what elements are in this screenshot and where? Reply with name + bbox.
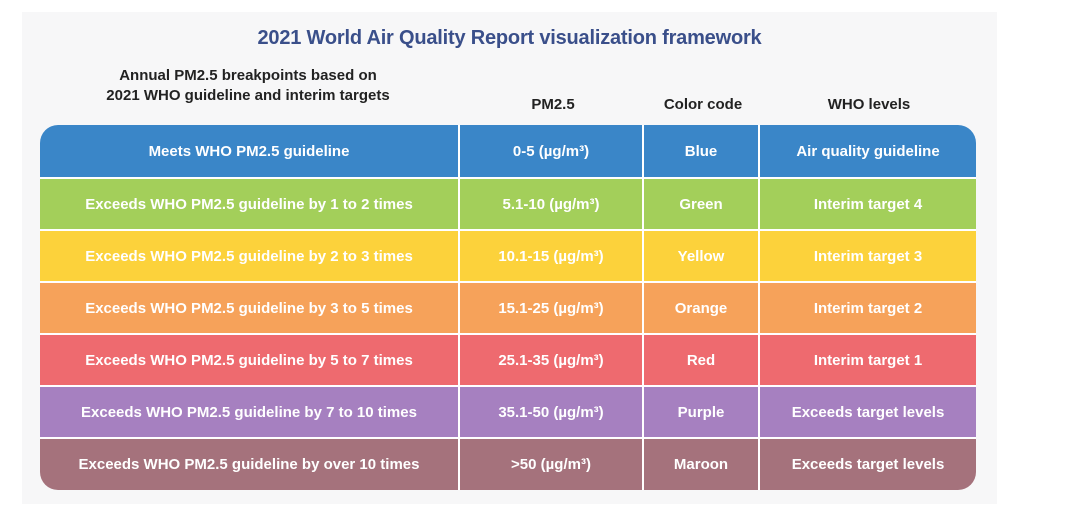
table-row: Exceeds WHO PM2.5 guideline by 1 to 2 ti… [40, 177, 976, 229]
row-description: Exceeds WHO PM2.5 guideline by 5 to 7 ti… [40, 335, 460, 385]
row-who-level: Exceeds target levels [791, 456, 945, 473]
row-description: Exceeds WHO PM2.5 guideline by 3 to 5 ti… [40, 283, 460, 333]
row-pm25-range: 15.1-25 (µg/m³) [460, 283, 644, 333]
row-description: Exceeds WHO PM2.5 guideline by 7 to 10 t… [40, 387, 460, 437]
row-color-name: Blue [644, 125, 760, 177]
row-description: Meets WHO PM2.5 guideline [40, 125, 460, 177]
row-pm25-range: 0-5 (µg/m³) [460, 125, 644, 177]
row-who-level: Air quality guideline [796, 142, 940, 160]
row-pm25-range: 10.1-15 (µg/m³) [460, 231, 644, 281]
column-header-pm25: PM2.5 [531, 96, 575, 113]
row-color-name: Green [644, 179, 760, 229]
row-color-name: Red [644, 335, 760, 385]
row-who-level: Interim target 1 [813, 351, 923, 369]
pm25-breakpoints-table: Meets WHO PM2.5 guideline 0-5 (µg/m³) Bl… [40, 125, 976, 490]
row-description: Exceeds WHO PM2.5 guideline by 1 to 2 ti… [40, 179, 460, 229]
column-header-color-code: Color code [663, 96, 743, 113]
row-color-name: Orange [644, 283, 760, 333]
page-title: 2021 World Air Quality Report visualizat… [257, 27, 762, 49]
table-row: Exceeds WHO PM2.5 guideline by 7 to 10 t… [40, 385, 976, 437]
row-description: Exceeds WHO PM2.5 guideline by 2 to 3 ti… [40, 231, 460, 281]
subtitle-line-1: Annual PM2.5 breakpoints based on [119, 67, 377, 84]
row-who-level: Interim target 2 [813, 299, 923, 317]
row-color-name: Maroon [644, 439, 760, 490]
table-row: Exceeds WHO PM2.5 guideline by 5 to 7 ti… [40, 333, 976, 385]
table-row: Exceeds WHO PM2.5 guideline by over 10 t… [40, 437, 976, 490]
subtitle-line-2: 2021 WHO guideline and interim targets [106, 87, 390, 104]
table-row: Exceeds WHO PM2.5 guideline by 2 to 3 ti… [40, 229, 976, 281]
row-who-level: Exceeds target levels [791, 403, 945, 421]
row-description: Exceeds WHO PM2.5 guideline by over 10 t… [40, 439, 460, 490]
row-pm25-range: 25.1-35 (µg/m³) [460, 335, 644, 385]
table-subtitle: Annual PM2.5 breakpoints based on 2021 W… [68, 66, 428, 106]
row-pm25-range: >50 (µg/m³) [460, 439, 644, 490]
row-who-level: Interim target 4 [813, 195, 923, 213]
table-row: Meets WHO PM2.5 guideline 0-5 (µg/m³) Bl… [40, 125, 976, 177]
table-row: Exceeds WHO PM2.5 guideline by 3 to 5 ti… [40, 281, 976, 333]
row-color-name: Purple [644, 387, 760, 437]
column-header-who-levels: WHO levels [827, 96, 911, 113]
row-pm25-range: 5.1-10 (µg/m³) [460, 179, 644, 229]
row-color-name: Yellow [644, 231, 760, 281]
row-who-level: Interim target 3 [813, 247, 923, 265]
row-pm25-range: 35.1-50 (µg/m³) [460, 387, 644, 437]
